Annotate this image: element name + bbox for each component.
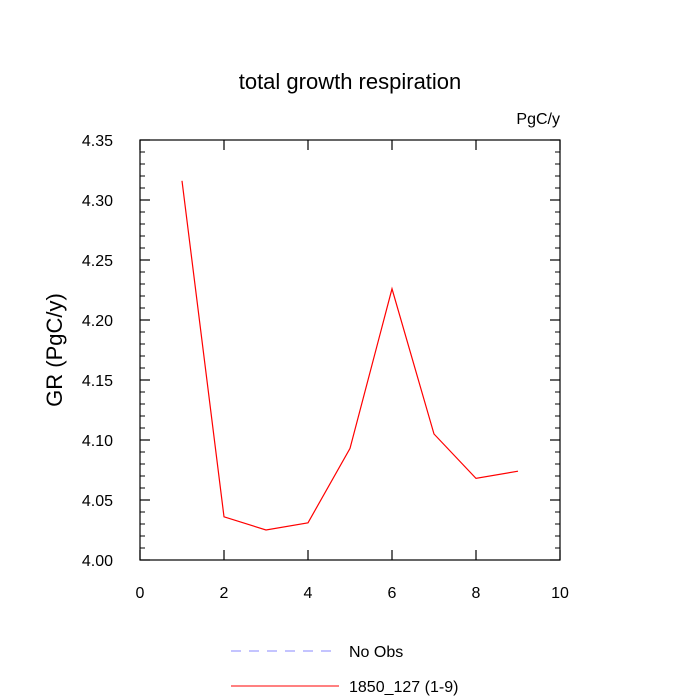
legend-label: 1850_127 (1-9) bbox=[349, 679, 458, 696]
y-axis-label: GR (PgC/y) bbox=[42, 293, 67, 407]
series-layer bbox=[181, 180, 519, 531]
x-tick-label: 8 bbox=[472, 585, 481, 602]
y-tick-label: 4.35 bbox=[82, 133, 113, 150]
chart-title: total growth respiration bbox=[239, 69, 462, 94]
axis-ticks bbox=[139, 139, 561, 561]
y-tick-label: 4.30 bbox=[82, 193, 113, 210]
series-line bbox=[181, 180, 519, 531]
units-label: PgC/y bbox=[516, 111, 560, 128]
y-tick-label: 4.05 bbox=[82, 493, 113, 510]
y-tick-label: 4.15 bbox=[82, 373, 113, 390]
legend-label: No Obs bbox=[349, 644, 403, 661]
x-tick-label: 6 bbox=[388, 585, 397, 602]
x-tick-label: 4 bbox=[304, 585, 313, 602]
y-tick-label: 4.10 bbox=[82, 433, 113, 450]
x-tick-label: 10 bbox=[551, 585, 569, 602]
axis-tick-labels: 0 2 4 6 8 10 4.00 4.05 4.10 4.15 4.20 4.25 4.30 4.35 bbox=[82, 133, 569, 602]
x-tick-label: 0 bbox=[136, 585, 145, 602]
y-tick-label: 4.25 bbox=[82, 253, 113, 270]
x-tick-label: 2 bbox=[220, 585, 229, 602]
legend: No Obs 1850_127 (1-9) bbox=[231, 644, 458, 696]
plot-frame bbox=[139, 139, 561, 561]
y-tick-label: 4.00 bbox=[82, 553, 113, 570]
y-tick-label: 4.20 bbox=[82, 313, 113, 330]
